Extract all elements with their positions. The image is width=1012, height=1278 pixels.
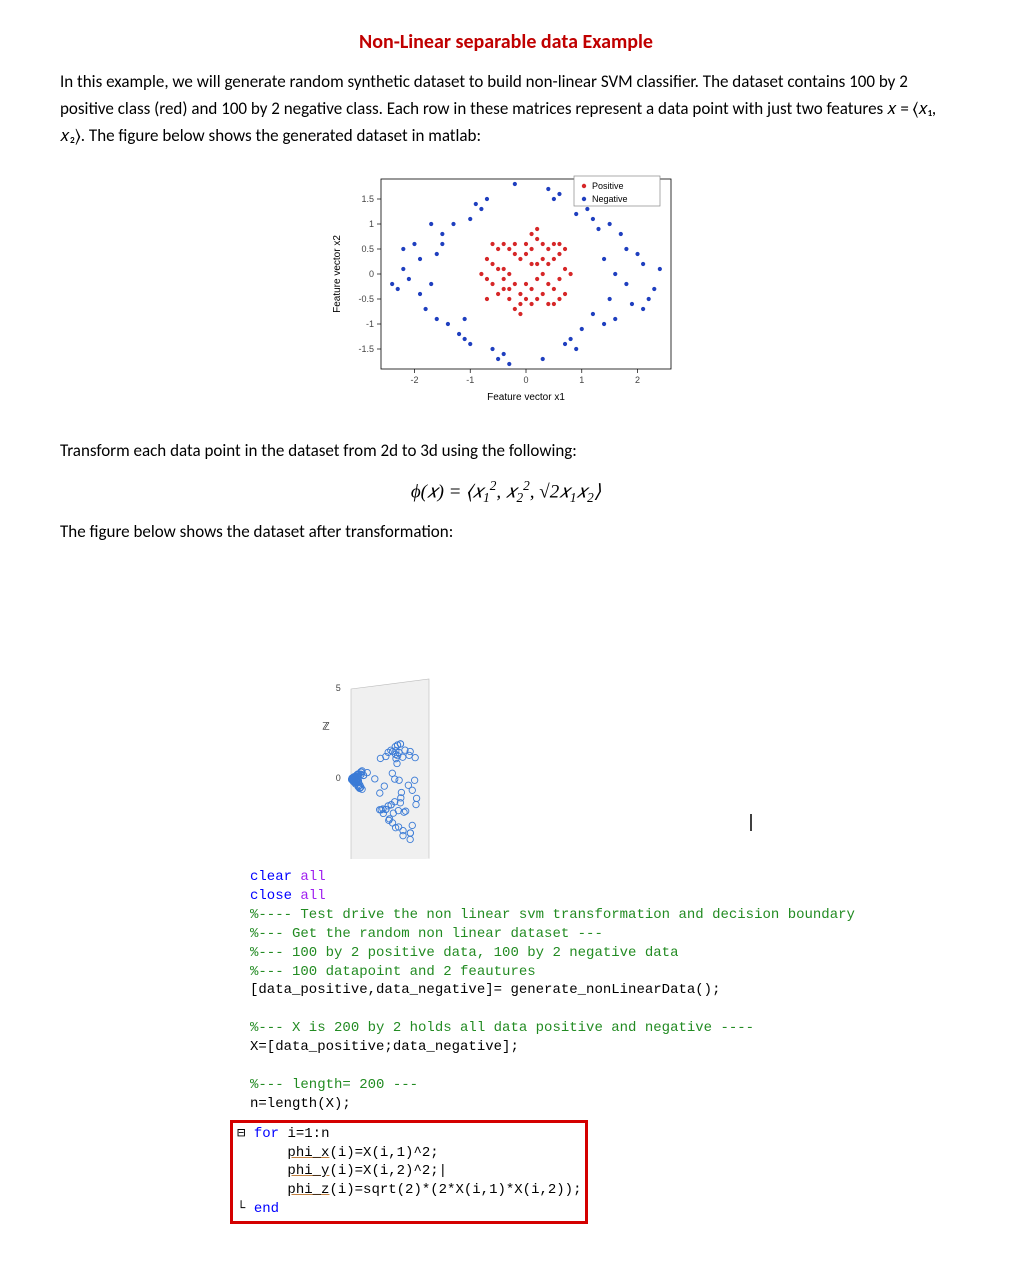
svg-text:1: 1 bbox=[369, 219, 374, 229]
scatter-2d-figure: -2 -1 0 1 2 -1.5 -1 -0.5 0 0.5 1 1.5 Feature vector … bbox=[60, 164, 952, 409]
svg-text:2: 2 bbox=[635, 375, 640, 385]
matlab-code-boxed: ⊟ for i=1:n phi_x(i)=X(i,1)^2; phi_y(i)=… bbox=[230, 1120, 588, 1224]
svg-text:Feature vector x2: Feature vector x2 bbox=[332, 234, 343, 312]
svg-text:-1: -1 bbox=[366, 319, 374, 329]
svg-text:-1: -1 bbox=[466, 375, 474, 385]
intro-paragraph: In this example, we will generate random… bbox=[60, 68, 952, 150]
svg-text:-2: -2 bbox=[410, 375, 418, 385]
svg-text:0: 0 bbox=[369, 269, 374, 279]
scatter-3d-figure: 02401234-505ϕ(x1)ϕ(x2)ℤ bbox=[60, 559, 952, 864]
page-title: Non-Linear separable data Example bbox=[60, 30, 952, 54]
svg-text:-1.5: -1.5 bbox=[358, 344, 374, 354]
svg-text:Negative: Negative bbox=[592, 194, 628, 204]
post-formula-paragraph: The figure below shows the dataset after… bbox=[60, 518, 952, 545]
svg-text:Positive: Positive bbox=[592, 181, 624, 191]
svg-text:1.5: 1.5 bbox=[361, 194, 374, 204]
svg-text:1: 1 bbox=[579, 375, 584, 385]
svg-text:Feature vector x1: Feature vector x1 bbox=[487, 392, 565, 403]
svg-text:ℤ: ℤ bbox=[322, 722, 329, 733]
phi-formula: ϕ(𝑥) = ⟨𝑥12, 𝑥22, √2𝑥1𝑥2⟩ bbox=[60, 478, 952, 506]
matlab-code: clear all close all %---- Test drive the… bbox=[250, 868, 952, 1114]
svg-text:5: 5 bbox=[336, 683, 341, 693]
svg-text:0: 0 bbox=[336, 773, 341, 783]
svg-text:0: 0 bbox=[523, 375, 528, 385]
svg-text:-0.5: -0.5 bbox=[358, 294, 374, 304]
svg-text:0.5: 0.5 bbox=[361, 244, 374, 254]
transform-paragraph: Transform each data point in the dataset… bbox=[60, 437, 952, 464]
